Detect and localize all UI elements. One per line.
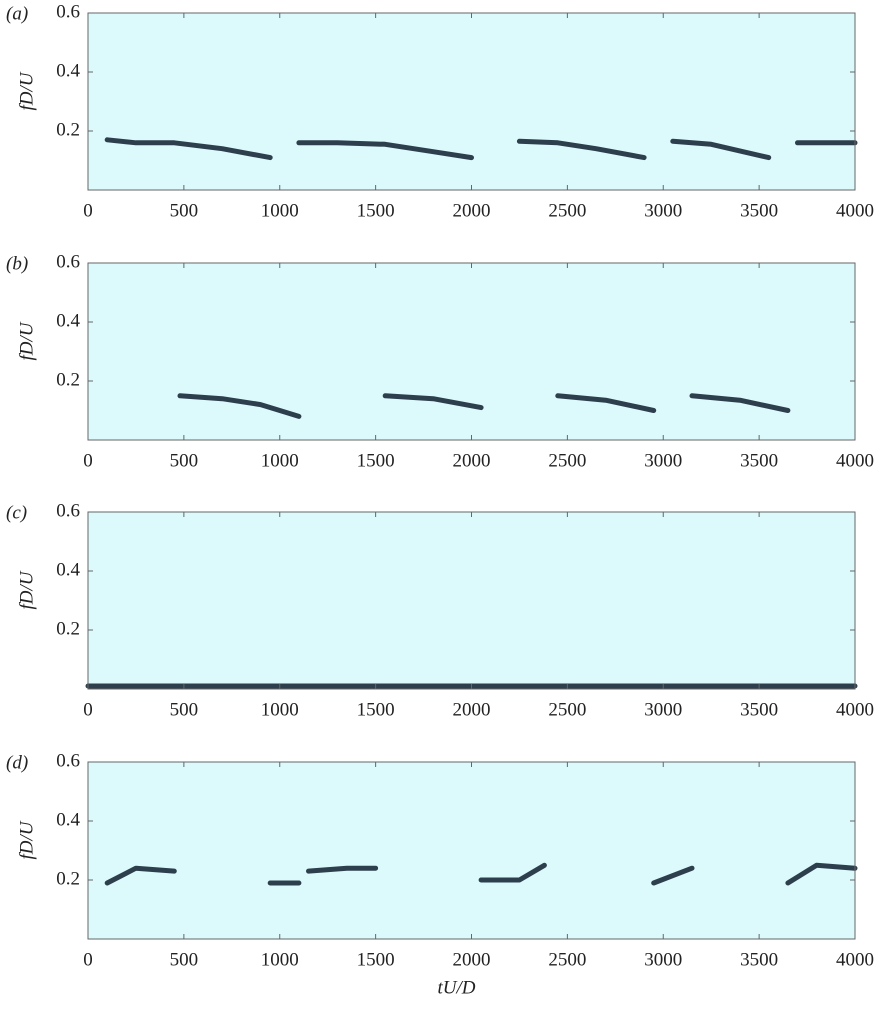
x-tick-label: 500 <box>170 200 199 221</box>
x-tick-label: 3500 <box>740 699 778 720</box>
x-tick-label: 3000 <box>644 699 682 720</box>
y-axis-label: fD/U <box>16 570 37 609</box>
x-tick-label: 2000 <box>453 949 491 970</box>
x-tick-label: 1000 <box>261 450 299 471</box>
y-tick-label: 0.6 <box>56 500 80 521</box>
x-tick-label: 2500 <box>548 200 586 221</box>
x-tick-label: 3000 <box>644 949 682 970</box>
y-tick-label: 0.2 <box>56 369 80 390</box>
x-tick-label: 1500 <box>357 450 395 471</box>
y-tick-label: 0.4 <box>56 310 80 331</box>
x-tick-label: 3500 <box>740 450 778 471</box>
y-tick-label: 0.6 <box>56 251 80 272</box>
x-tick-label: 4000 <box>836 949 874 970</box>
x-tick-label: 2000 <box>453 699 491 720</box>
x-tick-label: 2000 <box>453 200 491 221</box>
y-tick-label: 0.4 <box>56 809 80 830</box>
plot-area <box>88 13 855 190</box>
y-axis-label: fD/U <box>16 71 37 110</box>
panel-label: (c) <box>6 502 27 523</box>
x-tick-label: 1000 <box>261 200 299 221</box>
y-tick-label: 0.6 <box>56 750 80 771</box>
x-tick-label: 4000 <box>836 699 874 720</box>
x-tick-label: 1000 <box>261 699 299 720</box>
x-tick-label: 0 <box>83 699 93 720</box>
x-tick-label: 3000 <box>644 450 682 471</box>
x-tick-label: 2000 <box>453 450 491 471</box>
y-tick-label: 0.6 <box>56 1 80 22</box>
x-tick-label: 500 <box>170 450 199 471</box>
x-tick-label: 2500 <box>548 699 586 720</box>
y-tick-label: 0.4 <box>56 559 80 580</box>
x-tick-label: 3500 <box>740 949 778 970</box>
x-tick-label: 1500 <box>357 699 395 720</box>
x-tick-label: 500 <box>170 949 199 970</box>
panel-label: (a) <box>6 3 28 24</box>
x-tick-label: 0 <box>83 949 93 970</box>
plot-area <box>88 263 855 440</box>
x-tick-label: 0 <box>83 200 93 221</box>
x-tick-label: 1000 <box>261 949 299 970</box>
y-axis-label: fD/U <box>16 820 37 859</box>
plot-area <box>88 762 855 939</box>
y-axis-label: fD/U <box>16 321 37 360</box>
y-tick-label: 0.2 <box>56 868 80 889</box>
x-tick-label: 4000 <box>836 200 874 221</box>
x-tick-label: 2500 <box>548 450 586 471</box>
x-tick-label: 3000 <box>644 200 682 221</box>
y-tick-label: 0.2 <box>56 119 80 140</box>
x-tick-label: 1500 <box>357 949 395 970</box>
x-tick-label: 1500 <box>357 200 395 221</box>
ridge-line <box>104 862 858 886</box>
panel-label: (b) <box>6 253 28 274</box>
x-tick-label: 0 <box>83 450 93 471</box>
x-tick-label: 500 <box>170 699 199 720</box>
x-axis-label: tU/D <box>438 977 476 998</box>
x-tick-label: 2500 <box>548 949 586 970</box>
x-tick-label: 3500 <box>740 200 778 221</box>
y-tick-label: 0.4 <box>56 60 80 81</box>
panel-label: (d) <box>6 752 28 773</box>
y-tick-label: 0.2 <box>56 618 80 639</box>
ridge-line <box>177 393 791 419</box>
ridge-line <box>104 137 858 161</box>
x-tick-label: 4000 <box>836 450 874 471</box>
plot-area <box>88 512 855 689</box>
